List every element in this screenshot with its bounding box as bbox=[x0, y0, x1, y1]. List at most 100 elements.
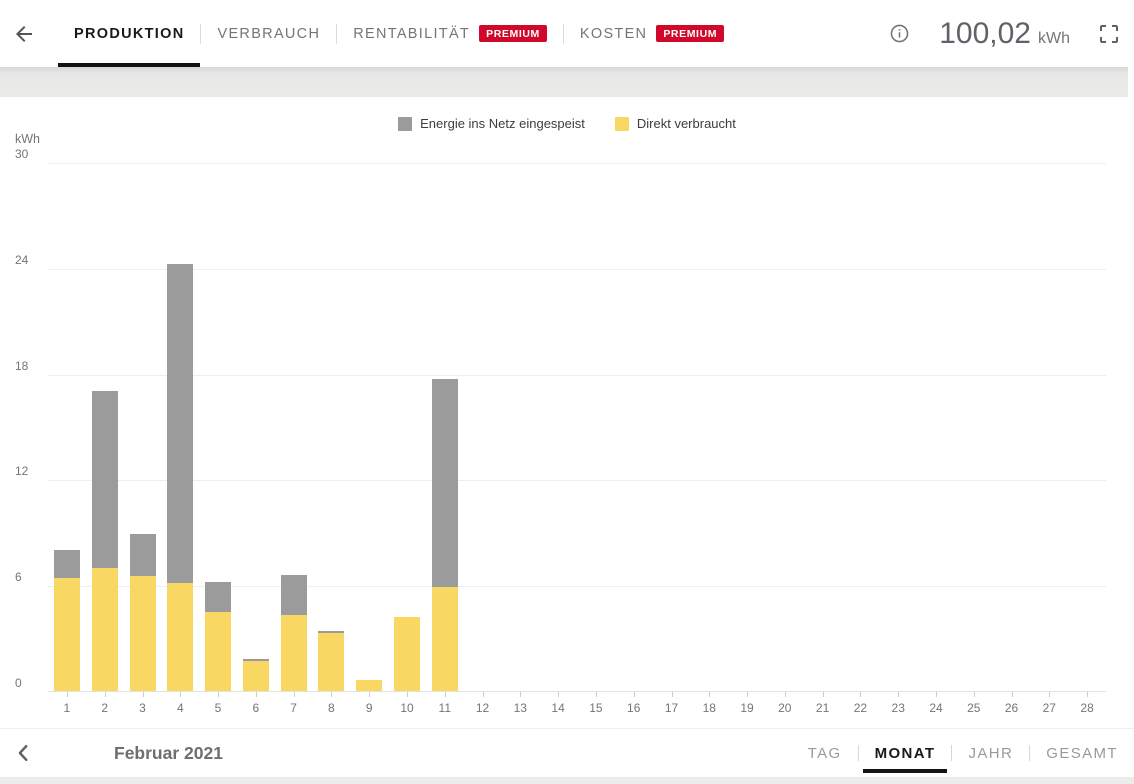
tab-separator bbox=[562, 23, 564, 44]
x-tick-day-19 bbox=[747, 692, 748, 697]
x-tick-day-22 bbox=[860, 692, 862, 697]
gridline-y30 bbox=[48, 163, 1106, 164]
tab-verbrauch-label: VERBRAUCH bbox=[217, 25, 321, 42]
header-shadow-band bbox=[0, 67, 1134, 97]
grid-feed-swatch bbox=[398, 116, 413, 131]
bar-day-1[interactable] bbox=[53, 549, 80, 691]
back-button[interactable] bbox=[2, 0, 46, 67]
x-tick-day-5 bbox=[218, 692, 219, 697]
x-tick-day-1 bbox=[66, 692, 68, 697]
header-right-group: 100,02 kWh bbox=[887, 17, 1134, 51]
tab-rentabilitaet[interactable]: RENTABILITÄT PREMIUM bbox=[337, 0, 563, 67]
bar-day-1-direct-use-segment bbox=[53, 578, 80, 691]
direct-use-swatch bbox=[614, 116, 629, 131]
x-tick-day-25 bbox=[973, 692, 975, 697]
bar-day-3[interactable] bbox=[129, 534, 156, 691]
bar-day-8[interactable] bbox=[318, 631, 345, 691]
chevron-left-icon bbox=[18, 744, 28, 762]
x-tick-day-15 bbox=[595, 692, 597, 697]
range-tab-monat-label: MONAT bbox=[874, 744, 936, 762]
main-tabs: PRODUKTION VERBRAUCH RENTABILITÄT PREMIU… bbox=[58, 0, 740, 67]
top-navigation-bar: PRODUKTION VERBRAUCH RENTABILITÄT PREMIU… bbox=[0, 0, 1134, 67]
x-tick-label-day-28: 28 bbox=[1080, 701, 1094, 715]
range-tab-monat[interactable]: MONAT bbox=[862, 729, 948, 777]
range-tab-tag-label: TAG bbox=[807, 744, 842, 762]
bar-day-5-grid-feed-segment bbox=[205, 581, 231, 612]
x-tick-day-6 bbox=[255, 692, 257, 697]
direct-use-label: Direkt verbraucht bbox=[636, 116, 736, 131]
gridline-y24 bbox=[48, 268, 1106, 270]
header-band-gap bbox=[1128, 67, 1134, 97]
gridline-y18 bbox=[48, 374, 1106, 376]
x-tick-label-day-3: 3 bbox=[139, 701, 146, 715]
x-tick-day-24 bbox=[936, 692, 937, 697]
y-tick-label-18: 18 bbox=[15, 358, 29, 373]
tab-produktion[interactable]: PRODUKTION bbox=[58, 0, 201, 67]
x-tick-label-day-22: 22 bbox=[853, 701, 868, 715]
fullscreen-button[interactable] bbox=[1096, 21, 1122, 47]
bar-day-9[interactable] bbox=[356, 680, 383, 691]
tab-separator bbox=[336, 23, 338, 44]
tab-verbrauch[interactable]: VERBRAUCH bbox=[201, 0, 336, 67]
x-tick-day-13 bbox=[520, 692, 522, 697]
range-tabs: TAG MONAT JAHR GESAMT bbox=[806, 729, 1134, 777]
plot-area: 0 6 12 18 24 30 1 2 3 4 5 6 7 8 9 10 11 12 13 14 15 16 17 18 19 2… bbox=[15, 147, 1106, 715]
total-unit: kWh bbox=[1038, 29, 1070, 47]
tab-kosten[interactable]: KOSTEN PREMIUM bbox=[564, 0, 740, 67]
x-tick-day-16 bbox=[633, 692, 635, 697]
bar-day-6[interactable] bbox=[242, 659, 269, 691]
x-tick-day-14 bbox=[558, 692, 560, 697]
bar-day-11[interactable] bbox=[431, 378, 458, 691]
x-tick-label-day-10: 10 bbox=[400, 701, 414, 715]
y-axis-unit-label: kWh bbox=[15, 132, 40, 146]
bar-day-6-grid-feed-segment bbox=[242, 659, 269, 661]
arrow-left-icon bbox=[16, 25, 32, 42]
x-tick-label-day-6: 6 bbox=[252, 701, 260, 715]
x-tick-day-7 bbox=[293, 692, 295, 697]
x-tick-day-21 bbox=[822, 692, 824, 697]
total-value: 100,02 bbox=[939, 16, 1031, 50]
previous-period-button[interactable] bbox=[6, 729, 42, 778]
x-tick-label-day-12: 12 bbox=[475, 701, 490, 715]
bar-day-7[interactable] bbox=[280, 574, 307, 691]
bar-day-5[interactable] bbox=[205, 581, 231, 691]
bar-day-4-grid-feed-segment bbox=[167, 264, 194, 584]
x-tick-day-11 bbox=[444, 692, 446, 697]
x-tick-day-12 bbox=[482, 692, 484, 697]
bar-day-4[interactable] bbox=[167, 264, 194, 691]
range-tab-gesamt[interactable]: GESAMT bbox=[1044, 729, 1120, 777]
total-production-readout: 100,02 kWh bbox=[939, 17, 1070, 51]
premium-badge: PREMIUM bbox=[656, 25, 725, 42]
bar-day-10[interactable] bbox=[394, 616, 420, 691]
y-tick-label-0: 0 bbox=[15, 676, 22, 690]
range-tab-separator bbox=[1029, 745, 1031, 761]
x-tick-day-26 bbox=[1011, 692, 1013, 697]
x-tick-label-day-9: 9 bbox=[365, 701, 373, 715]
range-tab-separator bbox=[951, 745, 953, 761]
bar-day-2-direct-use-segment bbox=[91, 567, 118, 691]
fullscreen-icon bbox=[1100, 24, 1118, 43]
x-tick-day-20 bbox=[784, 692, 786, 697]
current-period-label: Februar 2021 bbox=[114, 742, 223, 763]
x-tick-label-day-13: 13 bbox=[513, 701, 527, 715]
legend-item-direct-use: Direkt verbraucht bbox=[614, 116, 736, 131]
x-tick-day-10 bbox=[407, 692, 408, 697]
range-tab-separator bbox=[857, 745, 859, 761]
x-tick-label-day-1: 1 bbox=[63, 701, 71, 715]
bar-day-11-grid-feed-segment bbox=[431, 378, 458, 587]
info-button[interactable] bbox=[887, 22, 911, 46]
x-tick-label-day-17: 17 bbox=[664, 701, 679, 715]
bar-day-11-direct-use-segment bbox=[431, 587, 458, 691]
tab-rentabilitaet-label: RENTABILITÄT bbox=[353, 25, 471, 42]
production-chart-panel: Energie ins Netz eingespeist Direkt verb… bbox=[0, 97, 1134, 728]
bar-day-10-direct-use-segment bbox=[394, 616, 420, 691]
x-tick-label-day-24: 24 bbox=[929, 701, 943, 715]
bar-day-1-grid-feed-segment bbox=[53, 549, 80, 579]
range-tab-jahr[interactable]: JAHR bbox=[966, 729, 1015, 777]
x-tick-label-day-18: 18 bbox=[702, 701, 716, 715]
x-tick-day-18 bbox=[709, 692, 711, 697]
bar-day-2[interactable] bbox=[91, 391, 118, 691]
y-tick-label-24: 24 bbox=[15, 252, 29, 267]
bar-day-9-direct-use-segment bbox=[356, 680, 383, 691]
range-tab-tag[interactable]: TAG bbox=[806, 729, 844, 777]
